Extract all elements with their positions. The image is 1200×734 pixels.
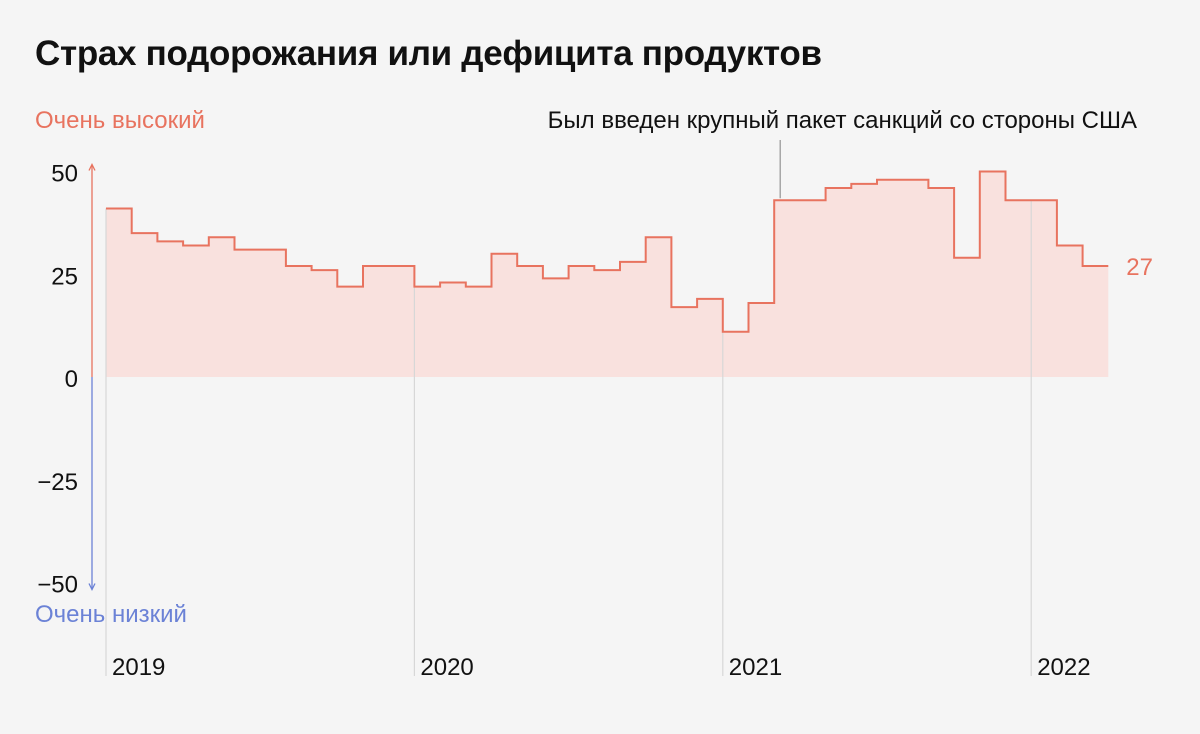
y-tick-label: 0 bbox=[65, 366, 78, 393]
x-tick-label: 2022 bbox=[1037, 654, 1090, 681]
y-tick-label: −25 bbox=[37, 469, 78, 496]
x-tick-label: 2019 bbox=[112, 654, 165, 681]
arrow-up-icon bbox=[88, 163, 96, 171]
series-area bbox=[106, 171, 1109, 377]
arrow-down-icon bbox=[88, 583, 96, 591]
y-label-low: Очень низкий bbox=[35, 601, 187, 628]
y-tick-label: 25 bbox=[51, 263, 78, 290]
x-tick-label: 2021 bbox=[729, 654, 782, 681]
x-tick-label: 2020 bbox=[420, 654, 473, 681]
y-label-high: Очень высокий bbox=[35, 107, 205, 134]
chart-title: Страх подорожания или дефицита продуктов bbox=[35, 34, 822, 73]
annotation-text: Был введен крупный пакет санкций со стор… bbox=[548, 107, 1137, 134]
y-tick-label: 50 bbox=[51, 161, 78, 188]
series-line bbox=[106, 170, 1109, 333]
last-value-label: 27 bbox=[1126, 254, 1153, 281]
y-tick-label: −50 bbox=[37, 572, 78, 599]
